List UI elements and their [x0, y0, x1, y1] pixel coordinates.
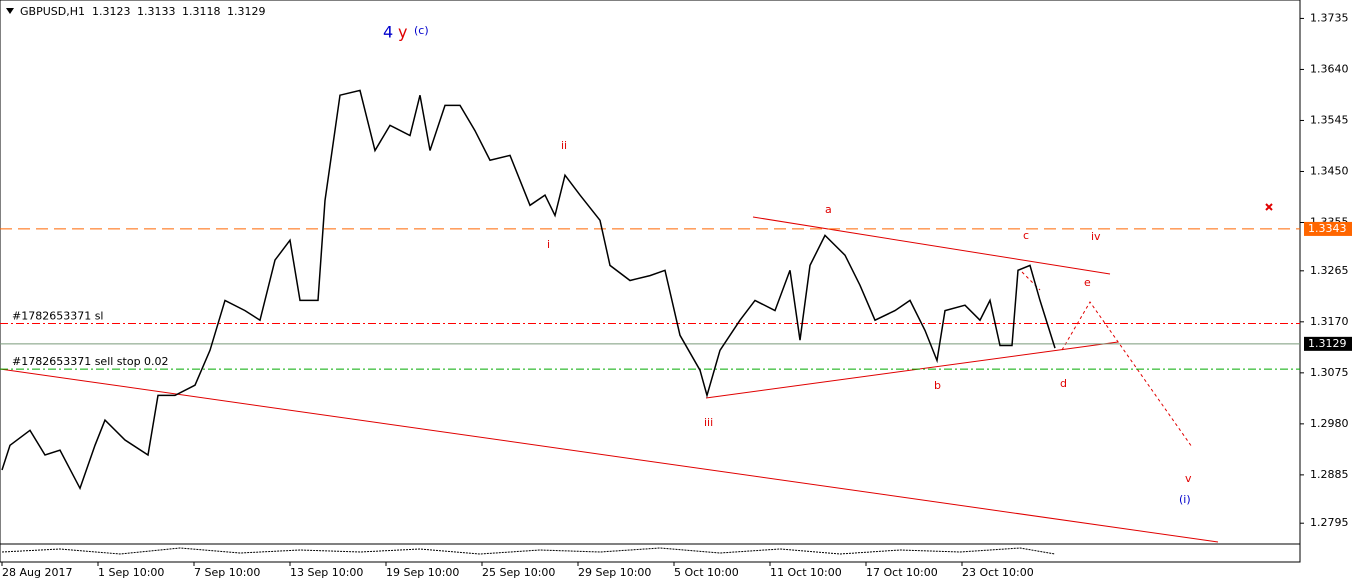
trend-lines	[0, 216, 1219, 543]
wave-label: c	[1023, 229, 1029, 242]
open: 1.3123	[92, 5, 131, 18]
y-tick-label: 1.2885	[1310, 468, 1349, 481]
wave-label: v	[1185, 472, 1192, 485]
wave-label: b	[934, 379, 941, 392]
channel-line	[0, 368, 1219, 543]
order-label: #1782653371 sell stop 0.02	[12, 355, 169, 368]
wave-label: y	[398, 23, 407, 42]
wave-label: (i)	[1179, 493, 1191, 506]
x-tick-label: 13 Sep 10:00	[290, 566, 363, 579]
price-tag	[1304, 221, 1352, 236]
y-tick-label: 1.3450	[1310, 164, 1349, 177]
y-tick-label: 1.3640	[1310, 62, 1349, 75]
y-tick-label: 1.3265	[1310, 264, 1349, 277]
indicator-line	[1, 547, 1056, 555]
menu-arrow	[6, 8, 14, 14]
wave-label: ii	[561, 139, 567, 152]
y-tick-label: 1.3545	[1310, 113, 1349, 126]
projection	[1061, 301, 1193, 448]
y-tick-label: 1.3170	[1310, 315, 1349, 328]
wave-label: e	[1084, 276, 1091, 289]
high: 1.3133	[137, 5, 176, 18]
y-tick-label: 1.2795	[1310, 516, 1349, 529]
x-tick-label: 11 Oct 10:00	[770, 566, 842, 579]
wave-label: a	[825, 203, 832, 216]
x-tick-label: 19 Sep 10:00	[386, 566, 459, 579]
price-tag-label: 1.3129	[1308, 337, 1347, 350]
x-tick-label: 1 Sep 10:00	[98, 566, 164, 579]
wave-label: (c)	[414, 24, 429, 37]
annotations: 4 y (c) ii i iii a b c d e iv v (i)	[383, 23, 1273, 506]
x-tick-label: 7 Sep 10:00	[194, 566, 260, 579]
close: 1.3129	[227, 5, 266, 18]
x-tick-label: 17 Oct 10:00	[866, 566, 938, 579]
low: 1.3118	[182, 5, 221, 18]
symbol: GBPUSD,H1	[20, 5, 85, 18]
wave-label: iv	[1091, 230, 1101, 243]
price-line	[1, 89, 1056, 491]
wave-label: d	[1060, 377, 1067, 390]
indicator-strip	[0, 543, 1301, 563]
projection	[1021, 271, 1041, 291]
wave-label: i	[547, 238, 550, 251]
plot-frame	[0, 0, 1301, 563]
x-tick-label: 28 Aug 2017	[2, 566, 72, 579]
price-tag	[1304, 336, 1352, 351]
triangle-top	[752, 216, 1111, 275]
x-tick-label: 25 Sep 10:00	[482, 566, 555, 579]
order-label: #1782653371 sl	[12, 309, 104, 322]
y-tick-label: 1.3075	[1310, 366, 1349, 379]
y-tick-label: 1.2980	[1310, 417, 1349, 430]
y-tick-label: 1.3735	[1310, 11, 1349, 24]
x-tick-label: 23 Oct 10:00	[962, 566, 1034, 579]
x-tick-label: 5 Oct 10:00	[674, 566, 739, 579]
wave-label: 4	[383, 23, 393, 42]
close-marker	[1265, 203, 1273, 211]
indicator-frame	[0, 543, 1301, 563]
triangle-bottom	[705, 341, 1119, 399]
header: GBPUSD,H1 1.3123 1.3133 1.3118 1.3129	[6, 5, 266, 18]
price-tag-label: 1.3343	[1308, 222, 1347, 235]
wave-label: iii	[704, 416, 713, 429]
x-tick-label: 29 Sep 10:00	[578, 566, 651, 579]
